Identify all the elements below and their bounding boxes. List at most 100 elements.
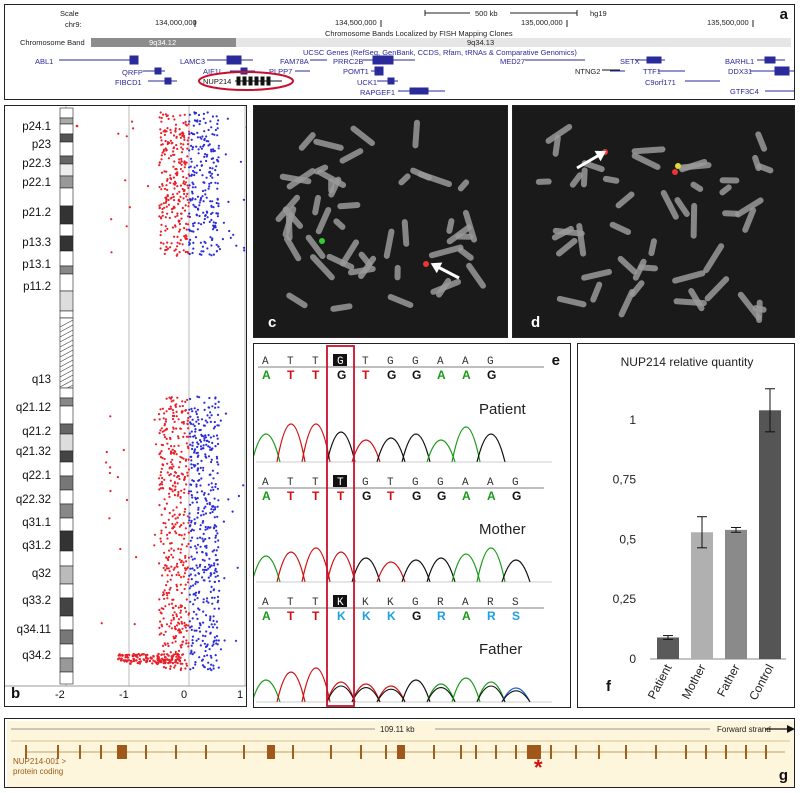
band-q21-2: q21.2 — [22, 426, 51, 438]
svg-text:K: K — [362, 597, 369, 609]
gene-med27: MED27 — [500, 57, 526, 66]
svg-text:A: A — [462, 477, 469, 489]
band-p22-1: p22.1 — [22, 177, 51, 189]
panel-f-label: f — [606, 678, 611, 695]
chromatograms: A T T G T G G A A GA T T G T G G A A GA T T T G T G G A A GA T T T G T G G A… — [254, 345, 552, 707]
svg-text:G: G — [512, 477, 519, 489]
svg-text:T: T — [312, 368, 320, 382]
y-tick-label: 0 — [629, 652, 636, 666]
svg-text:K: K — [387, 597, 394, 609]
svg-text:G: G — [437, 477, 444, 489]
pos-4: 135,500,000 — [707, 18, 749, 27]
svg-text:G: G — [512, 489, 521, 503]
svg-text:T: T — [287, 489, 295, 503]
svg-text:G: G — [412, 489, 421, 503]
error-bar — [697, 516, 707, 549]
gene-qrfp: QRFP — [122, 68, 143, 77]
gene-pomt1: POMT1 — [343, 67, 369, 76]
arrow-icon — [576, 150, 607, 170]
svg-text:A: A — [462, 609, 471, 623]
transcript-length: 109.11 kb — [380, 725, 415, 734]
fish-track-label: Chromosome Bands Localized by FISH Mappi… — [325, 29, 513, 38]
band-q34-2: q34.2 — [22, 650, 51, 662]
qpcr-chart: NUP214 relative quantity 0 0,25 0,5 0,75 1 Pat… — [613, 355, 786, 703]
band-p24-1: p24.1 — [22, 121, 51, 133]
svg-text:G: G — [362, 489, 371, 503]
svg-text:G: G — [362, 477, 369, 489]
svg-text:R: R — [487, 609, 496, 623]
svg-text:R: R — [437, 597, 444, 609]
transcript-type: protein coding — [13, 767, 64, 776]
panel-c-label: c — [268, 314, 277, 331]
gene-ddx31: DDX31 — [728, 67, 753, 76]
gene-models — [59, 55, 794, 95]
svg-text:T: T — [312, 597, 319, 609]
bar — [725, 529, 747, 659]
category-label: Control — [746, 662, 777, 703]
panel-b-label: b — [11, 685, 21, 702]
sample-patient: Patient — [479, 401, 526, 418]
band-p13-3: p13.3 — [22, 237, 51, 249]
transcript-strand: Forward strand — [717, 725, 771, 734]
transcript-name: NUP214-001 > — [13, 757, 67, 766]
band-q13: q13 — [31, 374, 51, 386]
svg-text:K: K — [337, 609, 346, 623]
x-tick-0: 0 — [181, 689, 188, 701]
bar — [691, 532, 713, 659]
svg-text:T: T — [362, 356, 369, 368]
svg-text:G: G — [412, 356, 419, 368]
chromatogram-trace — [254, 423, 552, 463]
svg-text:A: A — [262, 356, 269, 368]
y-tick-label: 0,75 — [613, 473, 637, 487]
svg-text:A: A — [262, 489, 271, 503]
svg-text:T: T — [287, 356, 294, 368]
gene-nup214: NUP214 — [203, 77, 232, 86]
category-label: Mother — [679, 662, 709, 702]
chromatogram-trace — [254, 667, 552, 703]
band-q21-12: q21.12 — [15, 402, 51, 414]
mutation-marker: * — [534, 755, 543, 780]
svg-text:G: G — [437, 489, 446, 503]
svg-text:G: G — [387, 368, 396, 382]
svg-text:R: R — [487, 597, 494, 609]
band-track-label: Chromosome Band — [20, 38, 85, 47]
band-q31-2: q31.2 — [22, 540, 51, 552]
nup214-highlight-ellipse — [198, 71, 294, 91]
sample-father: Father — [479, 641, 523, 658]
svg-text:G: G — [412, 368, 421, 382]
gene-fibcd1: FIBCD1 — [115, 78, 142, 87]
assembly-label: hg19 — [590, 9, 607, 18]
panel-g-label: g — [778, 767, 788, 784]
sequence-row: A T T G T G G A A GA T T G T G G A A G — [258, 354, 544, 382]
svg-text:G: G — [337, 368, 346, 382]
chart-title: NUP214 relative quantity — [621, 355, 754, 369]
panel-a-label: a — [779, 6, 788, 23]
scale-label: Scale — [60, 9, 79, 18]
band-left — [91, 38, 236, 47]
svg-text:T: T — [312, 609, 320, 623]
gene-plpp7: PLPP7 — [269, 67, 293, 76]
bar — [657, 637, 679, 659]
svg-text:S: S — [512, 597, 519, 609]
gene-lamc3: LAMC3 — [180, 57, 206, 66]
pos-2: 134,500,000 — [335, 18, 377, 27]
svg-text:A: A — [437, 356, 444, 368]
svg-text:K: K — [387, 609, 396, 623]
band-p22-3: p22.3 — [22, 158, 51, 170]
band-labels: p24.1 p23 p22.3 p22.1 p21.2 p13.3 p13.1 … — [5, 106, 51, 706]
fish-signal — [675, 163, 681, 169]
x-tick-neg1: -1 — [119, 689, 129, 701]
sequence-row: A T T T G T G G A A GA T T T G T G G A A G — [258, 475, 544, 503]
gene-barhl1: BARHL1 — [725, 57, 755, 66]
band-q34-11: q34.11 — [16, 624, 51, 636]
chromosomes — [535, 123, 774, 323]
category-label: Patient — [645, 661, 675, 701]
svg-text:A: A — [437, 368, 446, 382]
pos-1: 134,000,000 — [155, 18, 197, 27]
panel-d-fish: d — [512, 105, 795, 338]
panel-g-transcript: 109.11 kb Forward strand NUP214-001 > pr… — [4, 718, 795, 788]
fish-metaphase-c — [275, 119, 486, 312]
bar — [759, 410, 781, 659]
y-tick-label: 1 — [629, 413, 636, 427]
